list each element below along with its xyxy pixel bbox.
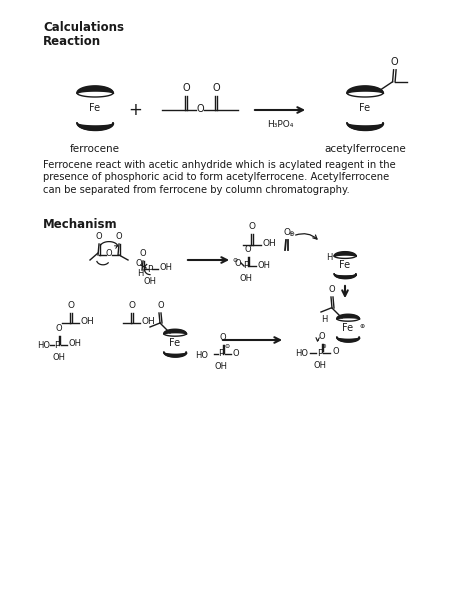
Text: O: O	[67, 301, 74, 310]
Text: ⊖: ⊖	[224, 345, 229, 349]
Text: OH: OH	[258, 261, 271, 270]
Text: O: O	[328, 285, 335, 294]
Text: acetylferrocene: acetylferrocene	[324, 144, 406, 154]
Text: O: O	[212, 83, 220, 93]
Text: OH: OH	[263, 240, 277, 248]
Text: H: H	[137, 268, 143, 278]
Text: O: O	[319, 332, 325, 341]
Text: O: O	[233, 349, 240, 357]
Text: H₃PO₄: H₃PO₄	[267, 120, 293, 129]
Text: P: P	[55, 340, 60, 349]
Text: OH: OH	[144, 277, 156, 286]
Text: HO: HO	[195, 351, 208, 359]
Text: Fe: Fe	[359, 103, 371, 113]
Text: Reaction: Reaction	[43, 35, 101, 48]
Text: O: O	[140, 249, 146, 258]
Text: O: O	[136, 259, 142, 268]
Text: HO: HO	[37, 341, 51, 351]
Text: OH: OH	[81, 318, 95, 327]
Text: Mechanism: Mechanism	[43, 218, 118, 231]
Text: HO: HO	[295, 349, 308, 357]
Text: Calculations: Calculations	[43, 21, 124, 34]
Text: H: H	[326, 253, 332, 262]
Text: P: P	[317, 349, 323, 357]
Text: O: O	[116, 232, 122, 241]
Text: Fe: Fe	[339, 260, 351, 270]
Text: OH: OH	[160, 264, 173, 273]
Text: O: O	[196, 104, 204, 114]
Text: Fe: Fe	[169, 338, 181, 348]
Text: O: O	[235, 259, 241, 267]
Text: ⊕: ⊕	[322, 343, 326, 349]
Text: OH: OH	[239, 274, 253, 283]
Text: Fe: Fe	[90, 103, 100, 113]
Text: OH: OH	[53, 353, 65, 362]
Text: P: P	[147, 264, 153, 273]
Text: O: O	[219, 333, 226, 342]
Text: ⊕: ⊕	[359, 324, 365, 329]
Text: O: O	[283, 228, 291, 237]
Text: can be separated from ferrocene by column chromatography.: can be separated from ferrocene by colum…	[43, 185, 350, 195]
Text: O: O	[128, 301, 136, 310]
Text: P: P	[219, 349, 224, 359]
Text: ferrocene: ferrocene	[70, 144, 120, 154]
Text: OH: OH	[313, 361, 327, 370]
Text: OH: OH	[142, 318, 156, 327]
Text: O: O	[55, 324, 62, 333]
Text: ⊖: ⊖	[232, 257, 237, 262]
Text: OH: OH	[69, 340, 82, 349]
Text: O: O	[248, 222, 255, 231]
Text: P: P	[243, 262, 249, 270]
Text: +: +	[128, 101, 142, 119]
Text: O: O	[158, 301, 164, 310]
Text: H: H	[321, 316, 327, 324]
Text: O: O	[96, 232, 102, 241]
Text: O: O	[245, 245, 251, 254]
Text: O: O	[182, 83, 190, 93]
Text: Fe: Fe	[342, 323, 354, 333]
Text: O: O	[333, 348, 340, 357]
Text: Ferrocene react with acetic anhydride which is acylated reagent in the: Ferrocene react with acetic anhydride wh…	[43, 160, 396, 170]
Text: OH: OH	[215, 362, 228, 371]
Text: presence of phosphoric acid to form acetylferrocene. Acetylferrocene: presence of phosphoric acid to form acet…	[43, 172, 389, 183]
Text: O: O	[390, 57, 398, 67]
Text: O: O	[106, 248, 112, 257]
Text: ⊕: ⊕	[288, 231, 294, 237]
